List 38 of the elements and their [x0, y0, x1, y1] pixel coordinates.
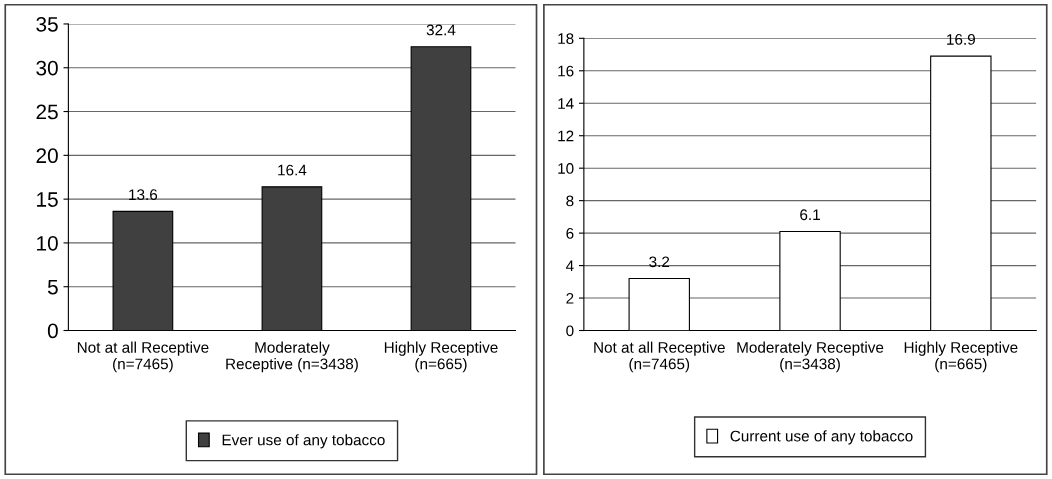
- data-label: 13.6: [129, 189, 158, 201]
- x-tick-label: Moderately Receptive (n=3438): [226, 341, 358, 373]
- y-tick-label: 25: [36, 104, 58, 120]
- y-tick-label: 16: [558, 65, 574, 77]
- data-label: 32.4: [426, 24, 456, 36]
- y-tick-label: 20: [36, 148, 58, 164]
- y-tick-label: 4: [565, 260, 574, 272]
- y-tick-label: 5: [47, 279, 58, 295]
- y-tick-label: 8: [566, 195, 574, 207]
- y-tick-label: 2: [566, 292, 574, 304]
- x-tick-label: Highly Receptive (n=665): [384, 341, 498, 373]
- y-tick-label: 15: [37, 192, 58, 207]
- data-label: 16.9: [947, 34, 975, 45]
- y-tick-label: 0: [47, 323, 58, 339]
- y-tick-label: 0: [566, 325, 574, 337]
- legend-label: Ever use of any tobacco: [222, 434, 385, 449]
- y-tick-label: 18: [558, 33, 574, 45]
- bar: [930, 55, 992, 331]
- bar: [779, 230, 841, 331]
- bar: [628, 278, 690, 331]
- y-tick-label: 10: [37, 235, 58, 251]
- y-tick-label: 30: [36, 60, 58, 76]
- data-label: 6.1: [800, 209, 820, 221]
- y-tick-label: 12: [558, 130, 574, 142]
- x-tick-label: Not at all Receptive (n=7465): [77, 341, 209, 373]
- data-label: 16.4: [278, 164, 307, 176]
- x-tick-label: Moderately Receptive (n=3438): [737, 341, 884, 373]
- bar: [410, 46, 472, 331]
- x-tick-label: Not at all Receptive (n=7465): [594, 341, 725, 373]
- y-tick-label: 35: [36, 16, 58, 32]
- legend-label: Current use of any tobacco: [730, 430, 913, 445]
- data-label: 3.2: [649, 256, 670, 268]
- bar: [112, 210, 174, 331]
- y-tick-label: 6: [566, 227, 574, 239]
- bar: [261, 186, 323, 331]
- y-tick-label: 10: [558, 163, 574, 174]
- x-tick-label: Highly Receptive (n=665): [904, 341, 1018, 373]
- y-tick-label: 14: [558, 98, 574, 109]
